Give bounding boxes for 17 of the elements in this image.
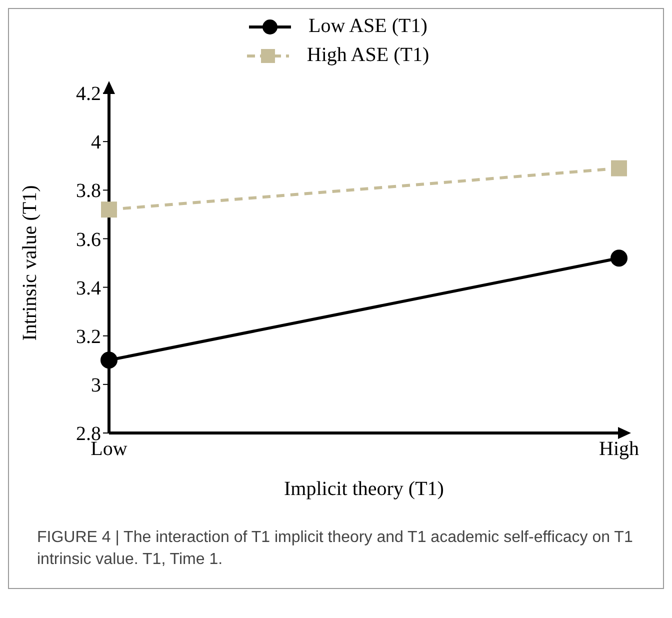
x-axis-title: Implicit theory (T1) xyxy=(284,478,444,500)
y-tick-label: 3.6 xyxy=(76,228,101,251)
x-tick-label: High xyxy=(599,438,639,460)
caption: FIGURE 4 | The interaction of T1 implicit theory and T1 academic self-efficacy on T1 intrinsic value. T1, Time 1. xyxy=(36,528,634,570)
y-tick-label: 4.2 xyxy=(76,83,101,106)
y-tick-label: 3.2 xyxy=(76,326,101,348)
y-tick-label: 3 xyxy=(91,374,101,397)
legend-label: High ASE (T1) xyxy=(306,44,430,67)
point xyxy=(100,352,118,369)
y-tick-label: 3.4 xyxy=(76,277,101,300)
y-tick-label: 3.8 xyxy=(76,180,101,202)
y-tick-label: 4 xyxy=(91,132,101,154)
point xyxy=(611,160,627,176)
point xyxy=(610,250,628,267)
y-axis-title: Intrinsic value (T1) xyxy=(19,185,42,341)
legend-label: Low ASE (T1) xyxy=(308,15,428,38)
point xyxy=(101,202,117,218)
